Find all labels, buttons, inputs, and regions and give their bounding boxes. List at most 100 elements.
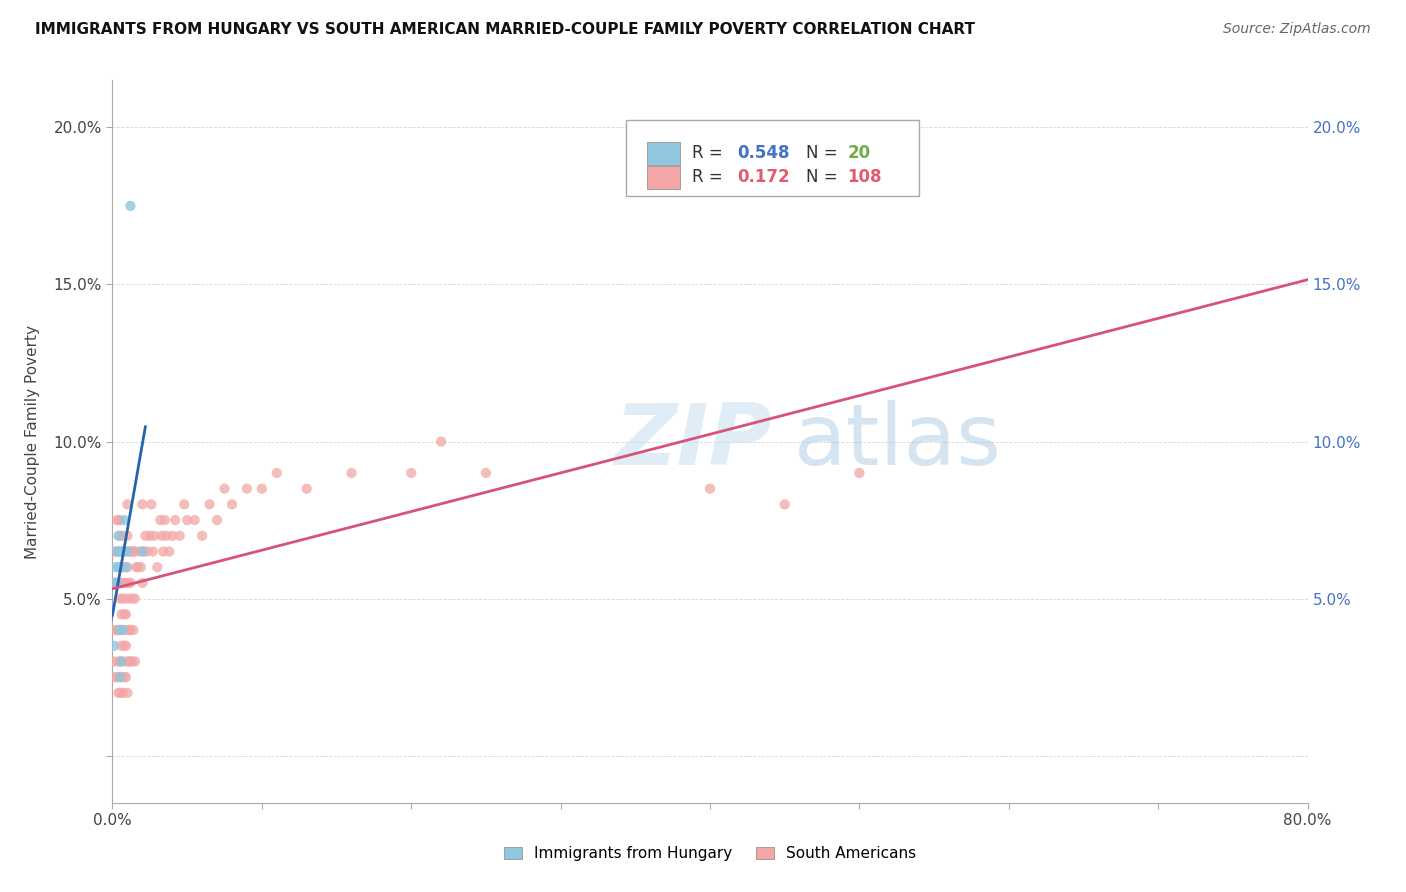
Point bbox=[108, 670, 131, 684]
Point bbox=[107, 544, 129, 558]
Point bbox=[773, 497, 796, 511]
Point bbox=[111, 655, 134, 669]
Point bbox=[141, 497, 163, 511]
Point bbox=[105, 670, 128, 684]
Point bbox=[198, 497, 221, 511]
Point bbox=[221, 497, 243, 511]
Point bbox=[108, 591, 131, 606]
Point bbox=[121, 655, 143, 669]
Text: 0.172: 0.172 bbox=[738, 169, 790, 186]
Point bbox=[128, 544, 150, 558]
Point bbox=[104, 623, 127, 637]
Point bbox=[107, 686, 129, 700]
Point bbox=[115, 639, 138, 653]
Point bbox=[165, 513, 187, 527]
Point bbox=[114, 575, 135, 590]
Point bbox=[111, 529, 134, 543]
Point bbox=[122, 544, 145, 558]
Point bbox=[103, 655, 125, 669]
Point bbox=[191, 529, 214, 543]
Point bbox=[108, 623, 131, 637]
Point bbox=[205, 513, 228, 527]
Point bbox=[105, 513, 128, 527]
Text: ZIP: ZIP bbox=[614, 400, 772, 483]
Text: R =: R = bbox=[692, 145, 728, 162]
Point bbox=[142, 544, 165, 558]
Point bbox=[266, 466, 288, 480]
Point bbox=[111, 560, 134, 574]
Point bbox=[162, 529, 183, 543]
Point bbox=[118, 544, 141, 558]
Text: R =: R = bbox=[692, 169, 728, 186]
Point bbox=[134, 529, 156, 543]
Point bbox=[131, 575, 153, 590]
Point bbox=[475, 466, 498, 480]
Point bbox=[115, 575, 138, 590]
Point bbox=[104, 670, 127, 684]
Point bbox=[108, 513, 131, 527]
Point bbox=[152, 544, 174, 558]
Point bbox=[117, 686, 139, 700]
Point bbox=[107, 560, 129, 574]
Point bbox=[236, 482, 259, 496]
Point bbox=[114, 639, 135, 653]
Point bbox=[104, 575, 127, 590]
Point bbox=[117, 529, 139, 543]
Point bbox=[110, 639, 132, 653]
Text: 108: 108 bbox=[848, 169, 882, 186]
Point bbox=[183, 513, 205, 527]
Point bbox=[114, 607, 135, 622]
Point bbox=[110, 670, 132, 684]
Point bbox=[111, 623, 134, 637]
Point bbox=[111, 544, 134, 558]
Point bbox=[114, 670, 135, 684]
Point bbox=[214, 482, 236, 496]
Point bbox=[135, 544, 157, 558]
Point bbox=[430, 434, 453, 449]
Point bbox=[129, 560, 152, 574]
Point bbox=[340, 466, 363, 480]
Point bbox=[107, 623, 129, 637]
Point bbox=[848, 466, 870, 480]
Point bbox=[108, 623, 131, 637]
Point bbox=[104, 560, 127, 574]
Point bbox=[121, 591, 143, 606]
FancyBboxPatch shape bbox=[627, 120, 920, 196]
Point bbox=[150, 529, 173, 543]
Point bbox=[120, 575, 142, 590]
Point bbox=[114, 544, 135, 558]
Point bbox=[110, 655, 132, 669]
Point bbox=[107, 529, 129, 543]
Point bbox=[143, 529, 166, 543]
Point bbox=[108, 686, 131, 700]
Point bbox=[118, 575, 141, 590]
Point bbox=[103, 575, 125, 590]
Point bbox=[120, 623, 142, 637]
Point bbox=[139, 529, 162, 543]
Y-axis label: Married-Couple Family Poverty: Married-Couple Family Poverty bbox=[25, 325, 39, 558]
Text: atlas: atlas bbox=[793, 400, 1001, 483]
Point bbox=[108, 560, 131, 574]
Point bbox=[132, 544, 155, 558]
Text: N =: N = bbox=[806, 169, 842, 186]
Point bbox=[110, 544, 132, 558]
Point bbox=[108, 655, 131, 669]
Point bbox=[124, 591, 146, 606]
Point bbox=[169, 529, 191, 543]
Point bbox=[108, 529, 131, 543]
Point bbox=[107, 513, 129, 527]
Point bbox=[124, 655, 146, 669]
Point bbox=[120, 544, 142, 558]
Point bbox=[115, 607, 138, 622]
FancyBboxPatch shape bbox=[647, 142, 681, 165]
Point bbox=[118, 655, 141, 669]
FancyBboxPatch shape bbox=[647, 166, 681, 189]
Point bbox=[153, 513, 176, 527]
Point bbox=[121, 544, 143, 558]
Point bbox=[108, 560, 131, 574]
Point bbox=[110, 607, 132, 622]
Point bbox=[401, 466, 423, 480]
Point bbox=[146, 560, 169, 574]
Point bbox=[114, 513, 135, 527]
Point bbox=[127, 560, 149, 574]
